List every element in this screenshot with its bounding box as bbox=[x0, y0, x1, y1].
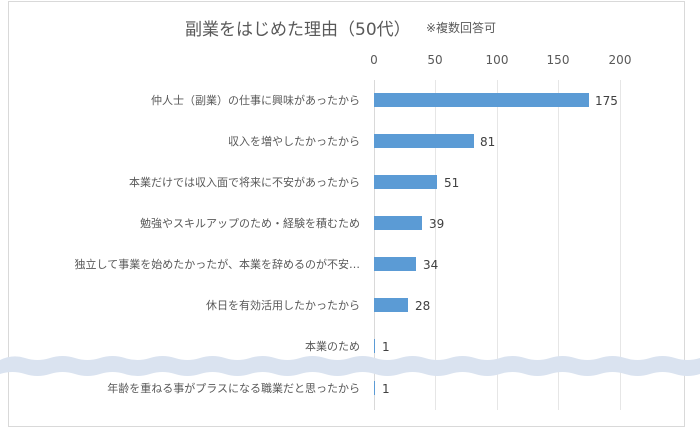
bar bbox=[374, 339, 375, 353]
category-label: 本業のため bbox=[305, 340, 360, 353]
gridline-200 bbox=[620, 80, 621, 410]
bar bbox=[374, 134, 474, 148]
category-label: 本業だけでは収入面で将来に不安があったから bbox=[129, 176, 360, 189]
value-label: 81 bbox=[480, 135, 496, 149]
bar bbox=[374, 381, 375, 395]
category-label: 独立して事業を始めたかったが、本業を辞めるのが不安… bbox=[74, 258, 360, 271]
x-tick-200: 200 bbox=[608, 53, 632, 67]
value-label: 1 bbox=[382, 382, 390, 396]
axis-break-band bbox=[0, 356, 700, 376]
bar bbox=[374, 298, 408, 312]
bar bbox=[374, 257, 416, 271]
value-label: 28 bbox=[415, 299, 431, 313]
bar bbox=[374, 175, 437, 189]
category-label: 勉強やスキルアップのため・経験を積むため bbox=[140, 217, 360, 230]
category-label: 休日を有効活用したかったから bbox=[206, 299, 360, 312]
value-label: 51 bbox=[444, 176, 460, 190]
value-label: 175 bbox=[595, 94, 618, 108]
gridline-150 bbox=[558, 80, 559, 410]
value-label: 34 bbox=[423, 258, 439, 272]
x-tick-100: 100 bbox=[485, 53, 509, 67]
value-label: 1 bbox=[382, 340, 390, 354]
category-label: 収入を増やしたかったから bbox=[228, 135, 360, 148]
x-tick-0: 0 bbox=[370, 53, 378, 67]
chart-note: ※複数回答可 bbox=[426, 21, 497, 35]
category-label: 仲人士（副業）の仕事に興味があったから bbox=[151, 94, 360, 107]
chart-title: 副業をはじめた理由（50代） bbox=[185, 20, 411, 40]
gridline-50 bbox=[435, 80, 436, 410]
chart-frame bbox=[8, 1, 685, 427]
x-tick-50: 50 bbox=[427, 53, 443, 67]
bar bbox=[374, 93, 589, 107]
x-tick-150: 150 bbox=[546, 53, 570, 67]
gridline-100 bbox=[497, 80, 498, 410]
gridline-0 bbox=[374, 80, 375, 410]
category-label: 年齢を重ねる事がプラスになる職業だと思ったから bbox=[107, 382, 360, 395]
value-label: 39 bbox=[429, 217, 445, 231]
bar bbox=[374, 216, 422, 230]
